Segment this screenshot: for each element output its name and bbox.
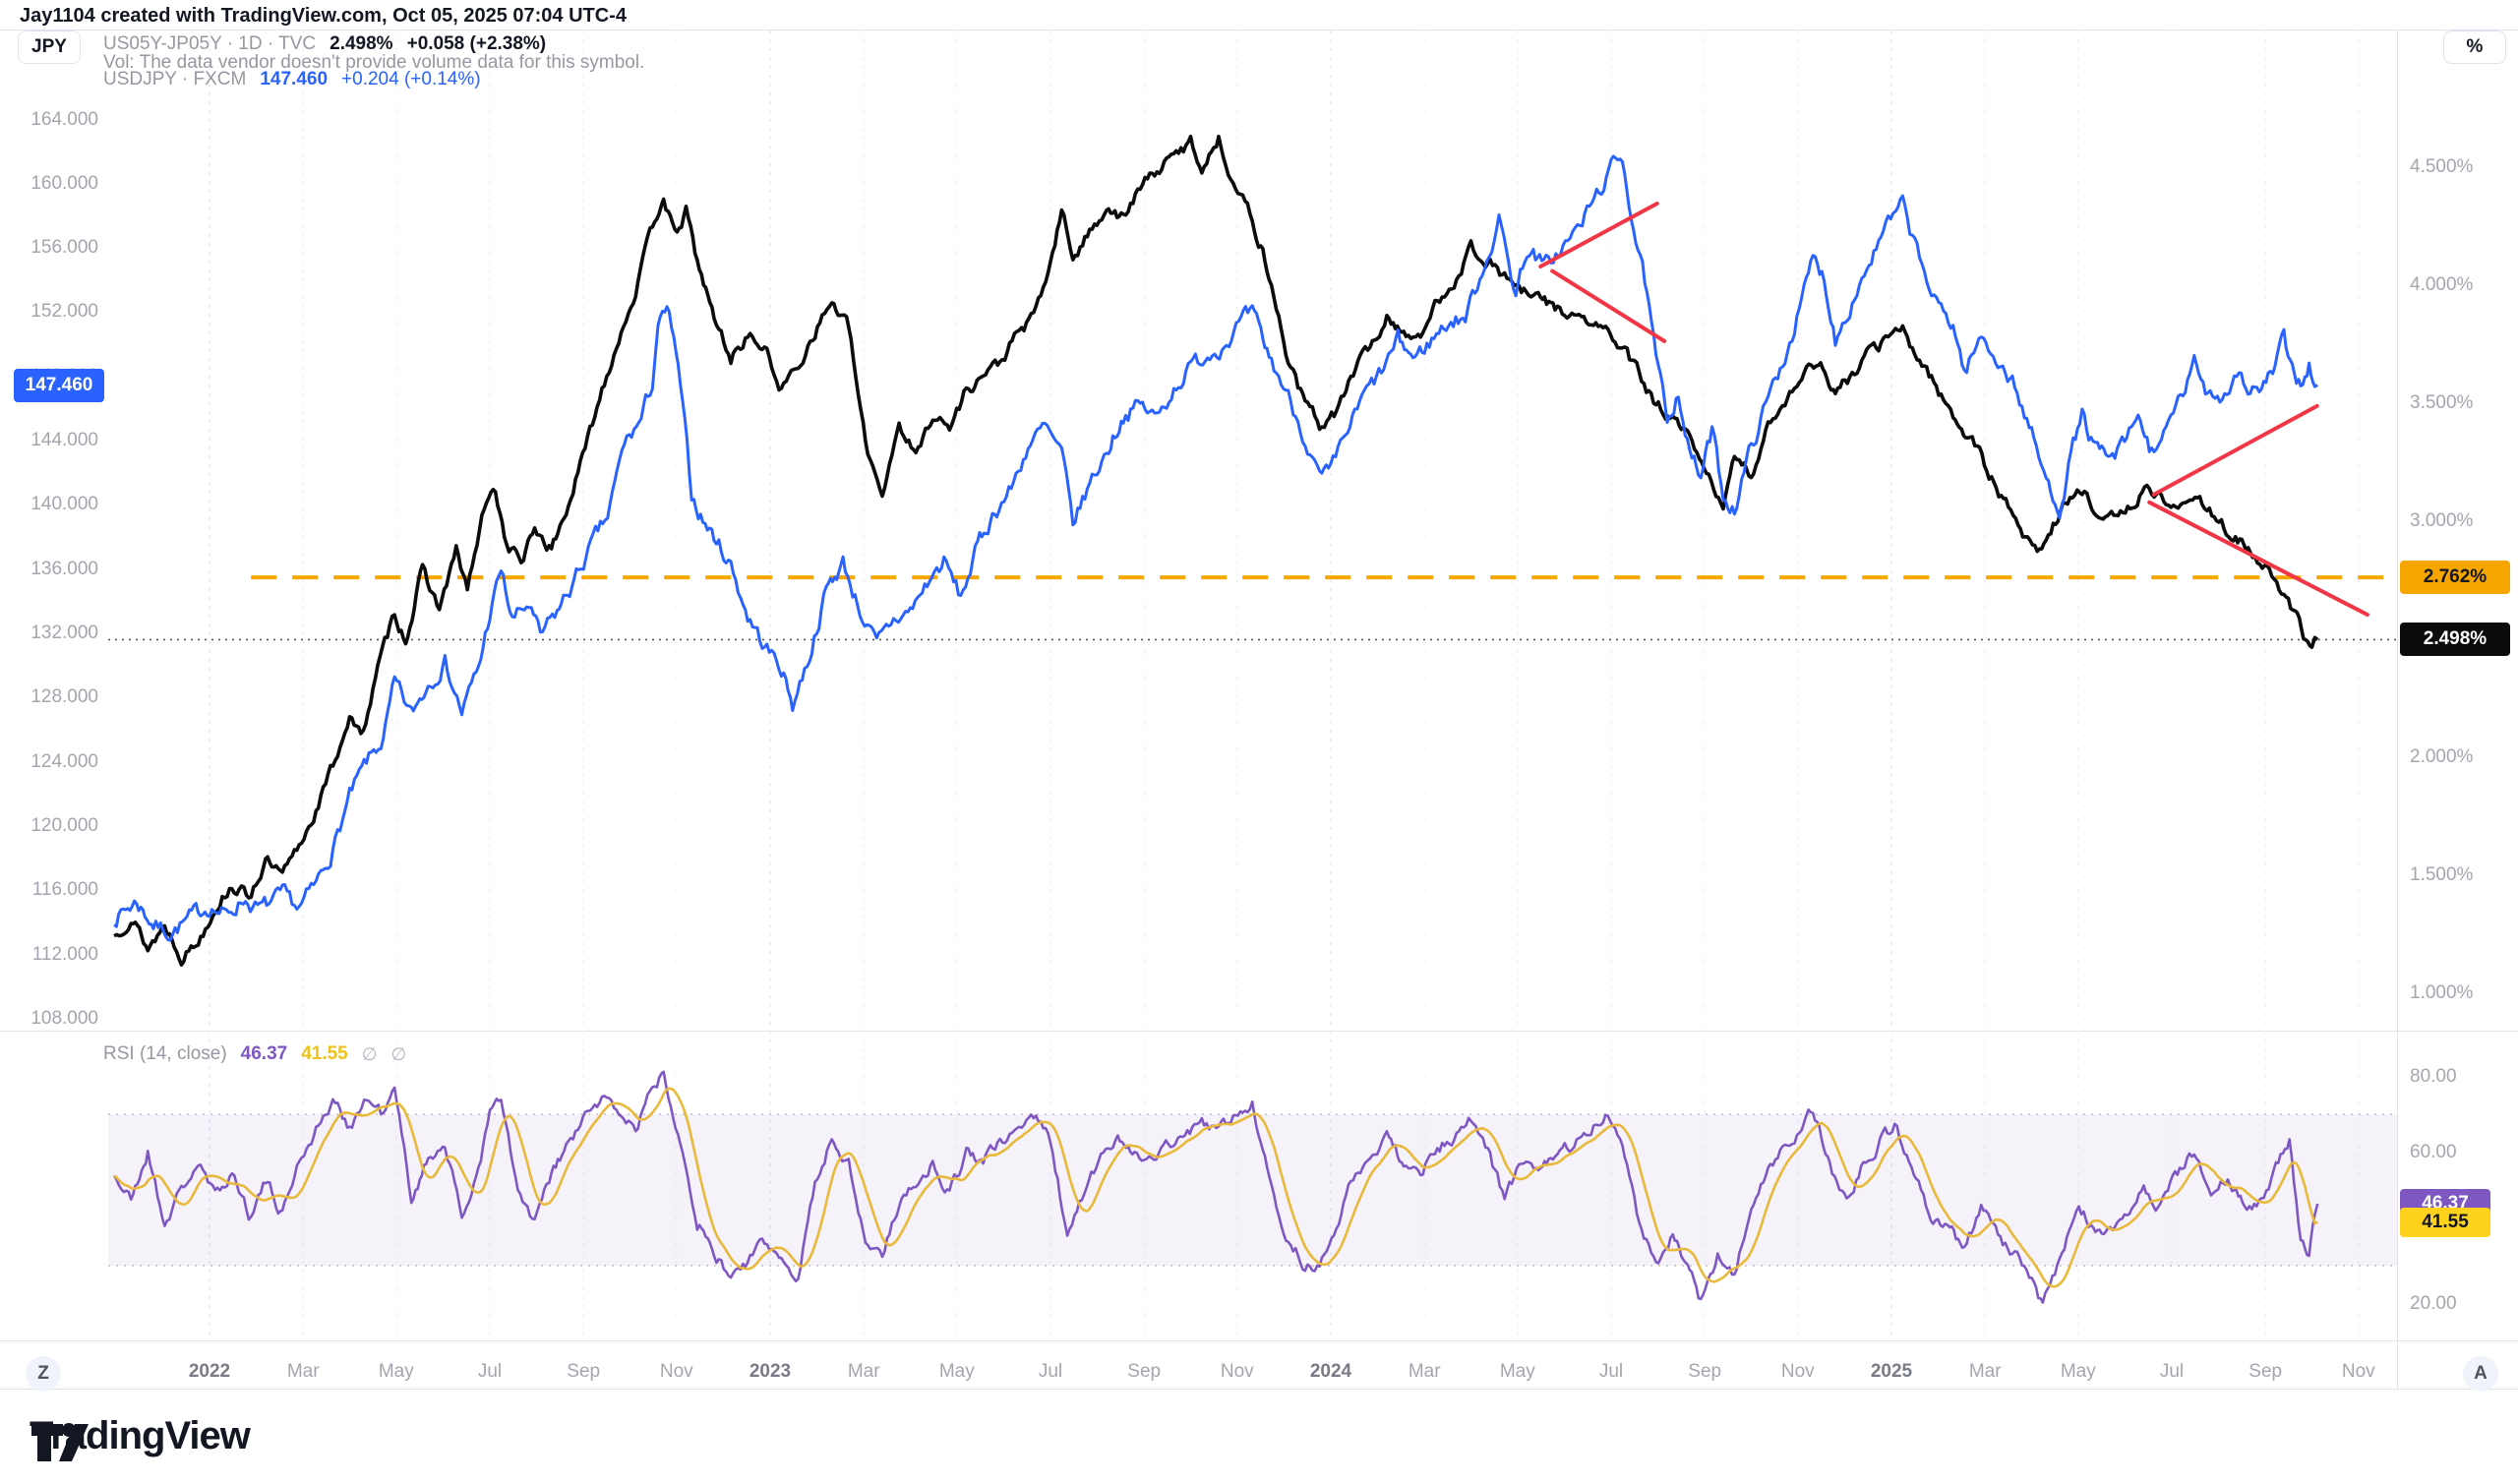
time-axis-bottom-border bbox=[0, 1389, 2518, 1390]
time-axis-label: Mar bbox=[1968, 1361, 2002, 1382]
rsi-line[interactable] bbox=[112, 1070, 2319, 1304]
right-scale-border bbox=[2397, 30, 2398, 1389]
right-axis-label: 2.000% bbox=[2410, 746, 2474, 767]
overlay-symbol-title[interactable]: USDJPY · FXCM bbox=[103, 69, 247, 89]
rsi-ma-value-badge: 41.55 bbox=[2400, 1207, 2490, 1237]
time-axis-label: Sep bbox=[1688, 1361, 1722, 1382]
time-axis-label: Jul bbox=[1038, 1361, 1063, 1382]
left-scale-unit-button[interactable]: JPY bbox=[18, 30, 81, 64]
left-axis-label: 112.000 bbox=[31, 943, 98, 965]
rsi-bottom-border bbox=[0, 1340, 2518, 1341]
right-axis-label: 3.000% bbox=[2410, 510, 2474, 531]
red-trend-line[interactable] bbox=[2151, 403, 2319, 497]
time-axis-label: May bbox=[2060, 1361, 2096, 1382]
left-axis-label: 108.000 bbox=[30, 1008, 98, 1029]
time-axis-label: May bbox=[378, 1361, 414, 1382]
time-axis-label: Nov bbox=[1220, 1361, 1254, 1382]
usdjpy-series-line[interactable] bbox=[113, 154, 2318, 942]
tradingview-logo[interactable]: TradingView bbox=[30, 1414, 251, 1461]
time-axis-label: Jul bbox=[2159, 1361, 2185, 1382]
time-axis-label: Jul bbox=[1598, 1361, 1624, 1382]
symbol-title[interactable]: US05Y-JP05Y · 1D · TVC bbox=[103, 33, 317, 54]
time-axis-label: Sep bbox=[1127, 1361, 1162, 1382]
legend-row-spread: US05Y-JP05Y · 1D · TVC 2.498% +0.058 (+2… bbox=[103, 30, 546, 58]
time-axis-label: Sep bbox=[567, 1361, 601, 1382]
overlay-last-value: 147.460 bbox=[260, 69, 329, 89]
time-axis-label: Jul bbox=[477, 1361, 503, 1382]
time-axis-label: 2023 bbox=[749, 1361, 792, 1382]
right-axis-label: 3.500% bbox=[2410, 392, 2474, 413]
spread-price-badge: 2.498% bbox=[2400, 623, 2510, 657]
pane-separator[interactable] bbox=[0, 1031, 2518, 1032]
legend-row-usdjpy: USDJPY · FXCM 147.460 +0.204 (+0.14%) bbox=[103, 66, 481, 93]
overlay-change: +0.204 (+0.14%) bbox=[341, 69, 481, 89]
symbol-last-value: 2.498% bbox=[330, 33, 393, 54]
left-axis-label: 140.000 bbox=[30, 494, 98, 515]
right-axis-label: 4.500% bbox=[2410, 156, 2474, 177]
rsi-muted-source-icon: ∅ bbox=[361, 1043, 378, 1064]
time-axis-label: Nov bbox=[1780, 1361, 1815, 1382]
left-axis-label: 136.000 bbox=[30, 558, 98, 579]
time-axis-label: Nov bbox=[659, 1361, 693, 1382]
left-axis-label: 128.000 bbox=[30, 686, 98, 708]
time-axis-label: Mar bbox=[847, 1361, 880, 1382]
attribution-text: Jay1104 created with TradingView.com, Oc… bbox=[20, 5, 627, 27]
rsi-axis-label: 80.00 bbox=[2410, 1065, 2457, 1087]
usdjpy-price-badge: 147.460 bbox=[14, 368, 104, 402]
rsi-axis-label: 20.00 bbox=[2410, 1292, 2457, 1314]
alert-level-badge[interactable]: 2.762% bbox=[2400, 561, 2510, 595]
time-axis-label: Sep bbox=[2248, 1361, 2283, 1382]
rsi-axis-label: 60.00 bbox=[2410, 1141, 2457, 1162]
left-axis-label: 156.000 bbox=[30, 237, 98, 259]
tradingview-logo-icon bbox=[31, 1423, 89, 1461]
legend-row-volume-note: Vol: The data vendor doesn't provide vol… bbox=[103, 49, 644, 77]
right-axis-label: 1.500% bbox=[2410, 864, 2474, 885]
left-axis-label: 120.000 bbox=[30, 815, 98, 837]
time-axis-label: May bbox=[1499, 1361, 1535, 1382]
right-axis-label: 4.000% bbox=[2410, 274, 2474, 295]
left-axis-label: 160.000 bbox=[30, 172, 98, 194]
red-trend-line[interactable] bbox=[2147, 500, 2369, 618]
rsi-title[interactable]: RSI (14, close) bbox=[103, 1043, 227, 1064]
time-axis-label: 2025 bbox=[1870, 1361, 1913, 1382]
left-axis-label: 152.000 bbox=[30, 301, 98, 323]
symbol-change: +0.058 (+2.38%) bbox=[406, 33, 547, 54]
timezone-button[interactable]: Z bbox=[26, 1356, 61, 1392]
rsi-muted-source-icon: ∅ bbox=[390, 1043, 407, 1064]
rsi-last-value: 46.37 bbox=[240, 1043, 288, 1064]
left-axis-label: 164.000 bbox=[30, 108, 98, 130]
rsi-band bbox=[108, 1114, 2397, 1266]
rsi-ma-line[interactable] bbox=[113, 1087, 2318, 1288]
time-axis-label: 2022 bbox=[188, 1361, 231, 1382]
time-axis-label: Nov bbox=[2341, 1361, 2375, 1382]
red-trend-line[interactable] bbox=[1538, 201, 1659, 269]
rsi-ma-last-value: 41.55 bbox=[301, 1043, 348, 1064]
auto-scale-button[interactable]: A bbox=[2463, 1356, 2498, 1392]
right-scale-unit-button[interactable]: % bbox=[2443, 30, 2506, 64]
volume-note: Vol: The data vendor doesn't provide vol… bbox=[103, 52, 645, 73]
spread-series-line[interactable] bbox=[113, 134, 2319, 967]
rsi-legend-row: RSI (14, close) 46.37 41.55 ∅ ∅ bbox=[103, 1040, 406, 1068]
time-axis-label: 2024 bbox=[1309, 1361, 1352, 1382]
left-axis-label: 124.000 bbox=[30, 750, 98, 772]
time-axis-label: May bbox=[938, 1361, 975, 1382]
left-axis-label: 116.000 bbox=[31, 879, 98, 901]
right-axis-label: 1.000% bbox=[2410, 982, 2474, 1003]
time-axis-label: Mar bbox=[1408, 1361, 1441, 1382]
left-axis-label: 132.000 bbox=[30, 623, 98, 644]
time-axis-label: Mar bbox=[286, 1361, 320, 1382]
left-axis-label: 144.000 bbox=[30, 430, 98, 451]
red-trend-line[interactable] bbox=[1550, 268, 1667, 343]
